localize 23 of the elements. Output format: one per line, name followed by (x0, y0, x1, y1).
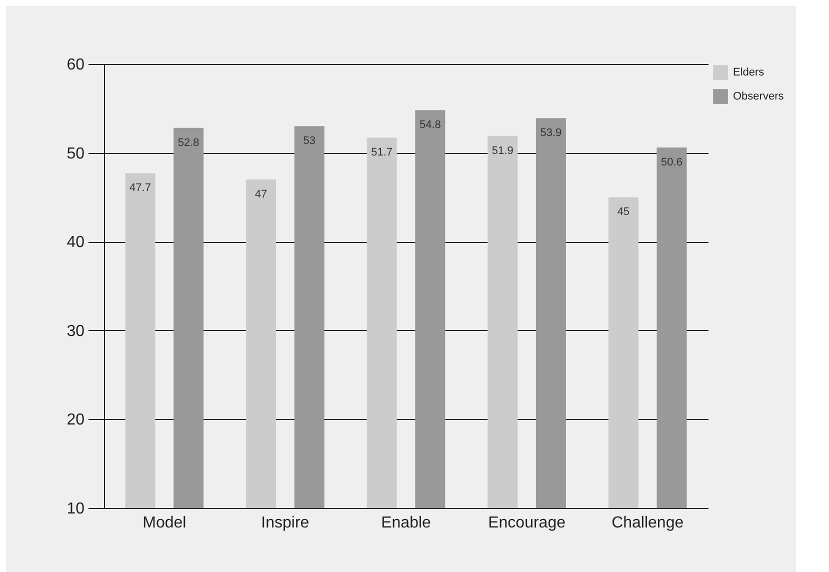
x-tick-label: Inspire (261, 514, 310, 532)
data-label: 47.7 (130, 182, 151, 194)
y-tick-label: 10 (66, 500, 85, 518)
y-tick-label: 60 (66, 56, 85, 74)
y-tick-label: 30 (66, 322, 85, 340)
legend-label: Elders (733, 66, 765, 78)
data-label: 51.7 (371, 146, 393, 159)
data-label: 50.6 (661, 156, 682, 168)
data-label: 54.8 (419, 119, 441, 132)
data-label: 47 (254, 188, 268, 200)
x-tick-label: Challenge (612, 514, 684, 532)
data-label: 53.9 (540, 127, 562, 140)
x-tick-label: Encourage (488, 514, 566, 532)
data-label: 45 (617, 206, 630, 218)
data-label: 53 (303, 135, 316, 148)
x-tick-label: Enable (381, 514, 432, 532)
data-label: 52.8 (178, 136, 200, 149)
data-label: 51.9 (492, 144, 514, 157)
x-tick-label: Model (142, 514, 186, 532)
y-tick-label: 50 (66, 145, 85, 162)
legend-label: Observers (733, 90, 784, 102)
y-tick-label: 40 (66, 234, 85, 252)
y-tick-label: 20 (66, 412, 85, 429)
